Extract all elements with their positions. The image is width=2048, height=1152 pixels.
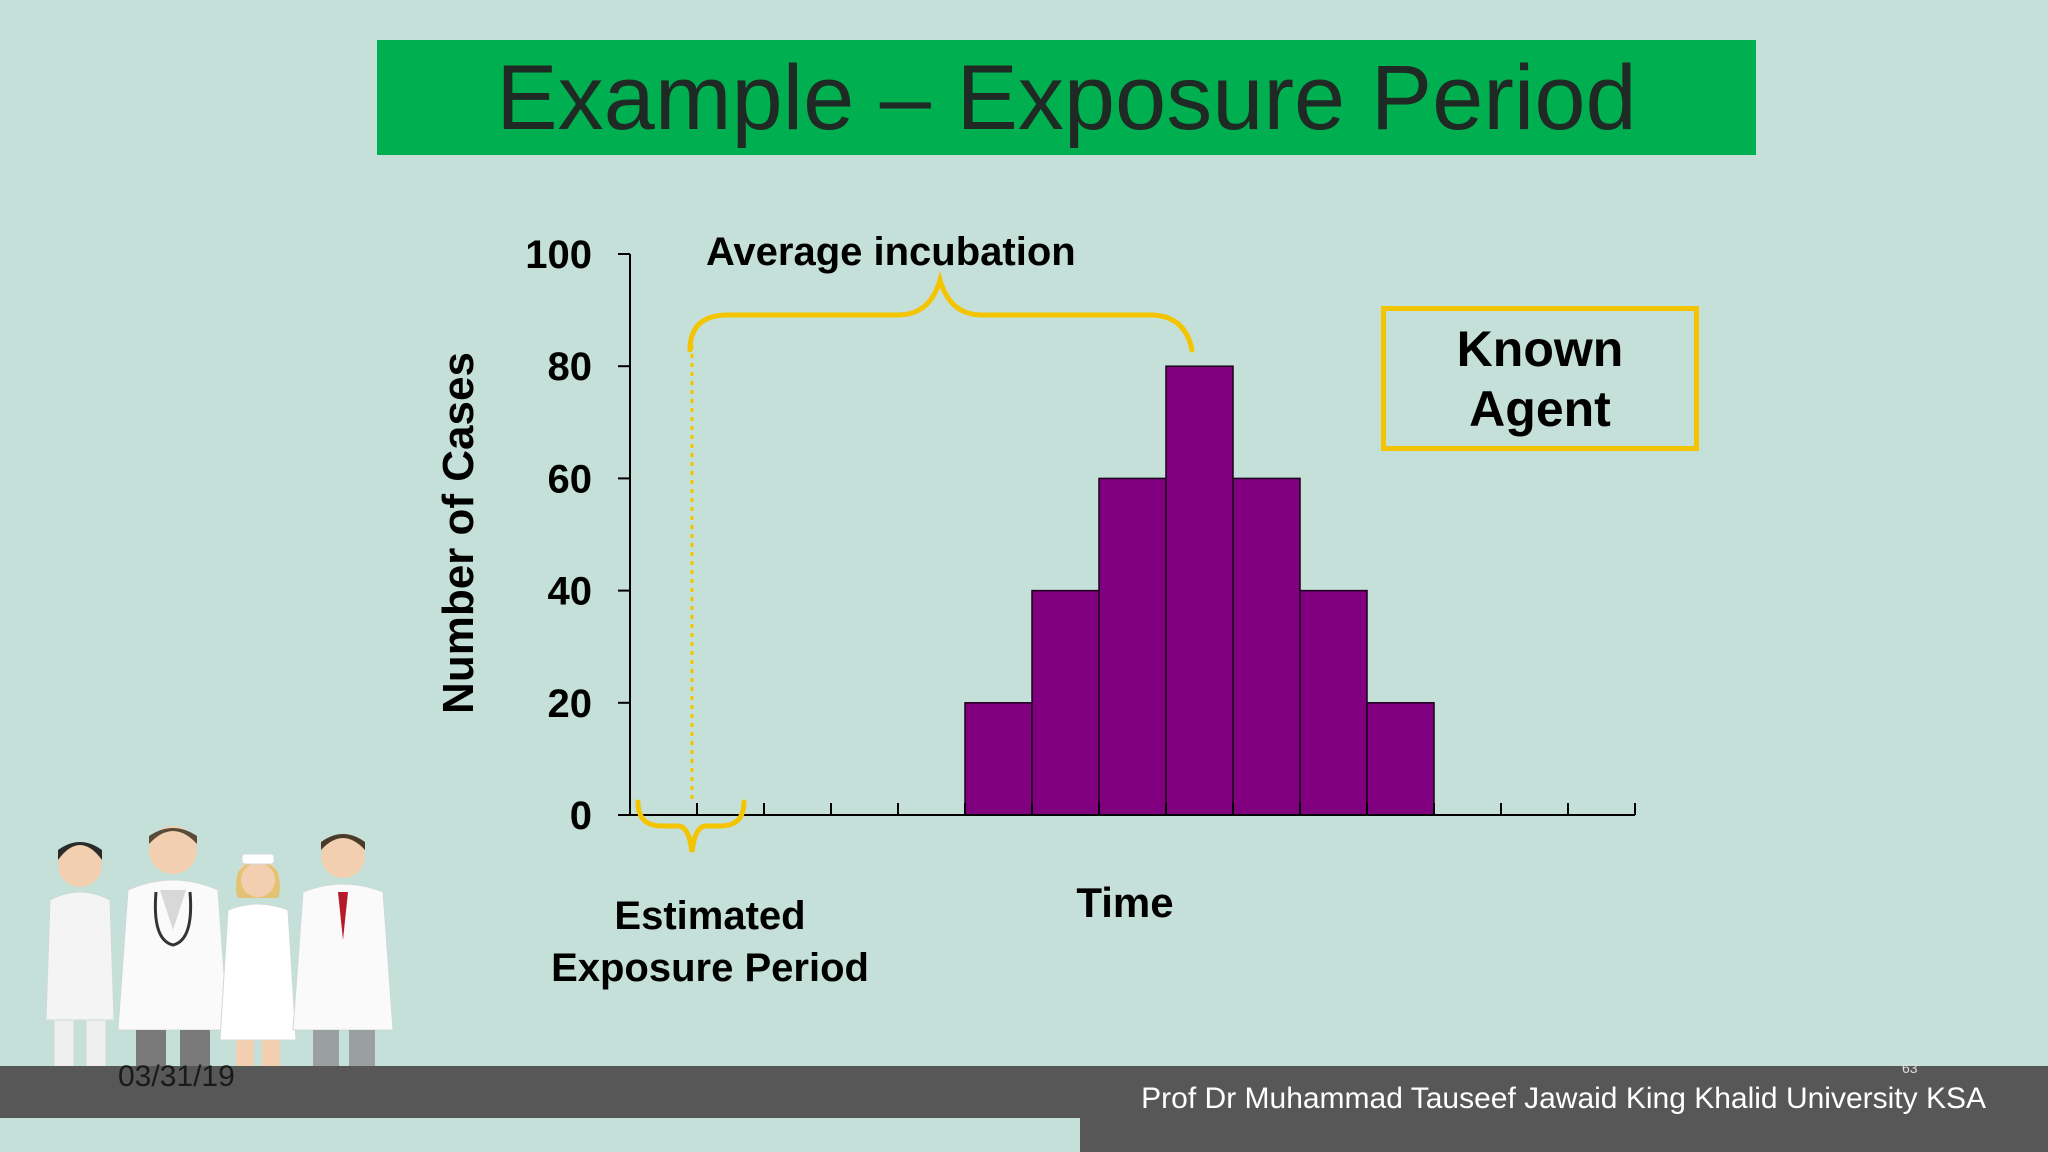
bar-4	[1165, 365, 1234, 816]
callout-line-1: Known	[1456, 320, 1624, 377]
footer-bar-left	[0, 1066, 1080, 1118]
nurse-figure	[45, 842, 115, 1111]
y-tick-label-40: 40	[548, 570, 593, 614]
bar-2	[1031, 589, 1100, 816]
bar-7	[1366, 702, 1435, 816]
y-tick-label-60: 60	[548, 457, 593, 501]
y-axis-label: Number of Cases	[434, 352, 483, 714]
exposure-label-line-1: Estimated	[614, 894, 806, 938]
slide-credit: Prof Dr Muhammad Tauseef Jawaid King Kha…	[1141, 1082, 1986, 1115]
slide-title: Example – Exposure Period	[496, 46, 1637, 149]
bar-1	[964, 702, 1033, 816]
bar-5	[1232, 477, 1301, 816]
footer-bar-right	[1080, 1066, 2048, 1152]
incubation-label: Average incubation	[706, 230, 1076, 274]
page-number: 63	[1902, 1060, 1918, 1076]
exposure-brace	[635, 799, 747, 853]
callout-line-2: Agent	[1469, 380, 1611, 437]
exposure-period-label: Estimated Exposure Period	[520, 890, 900, 994]
y-tick-label-0: 0	[570, 794, 592, 838]
y-tick-label-80: 80	[548, 345, 593, 389]
nurse-cap-figure	[219, 853, 297, 1110]
exposure-label-line-2: Exposure Period	[551, 946, 869, 990]
known-agent-callout: Known Agent	[1381, 306, 1699, 451]
bar-6	[1299, 589, 1368, 816]
incubation-brace	[687, 270, 1195, 353]
y-tick-label-20: 20	[548, 682, 593, 726]
x-axis-label: Time	[1076, 879, 1173, 926]
slide-date: 03/31/19	[118, 1060, 235, 1093]
title-banner: Example – Exposure Period	[377, 40, 1756, 155]
footer-strip	[0, 1118, 1080, 1152]
y-tick-label-100: 100	[525, 233, 592, 277]
bar-3	[1098, 477, 1167, 816]
